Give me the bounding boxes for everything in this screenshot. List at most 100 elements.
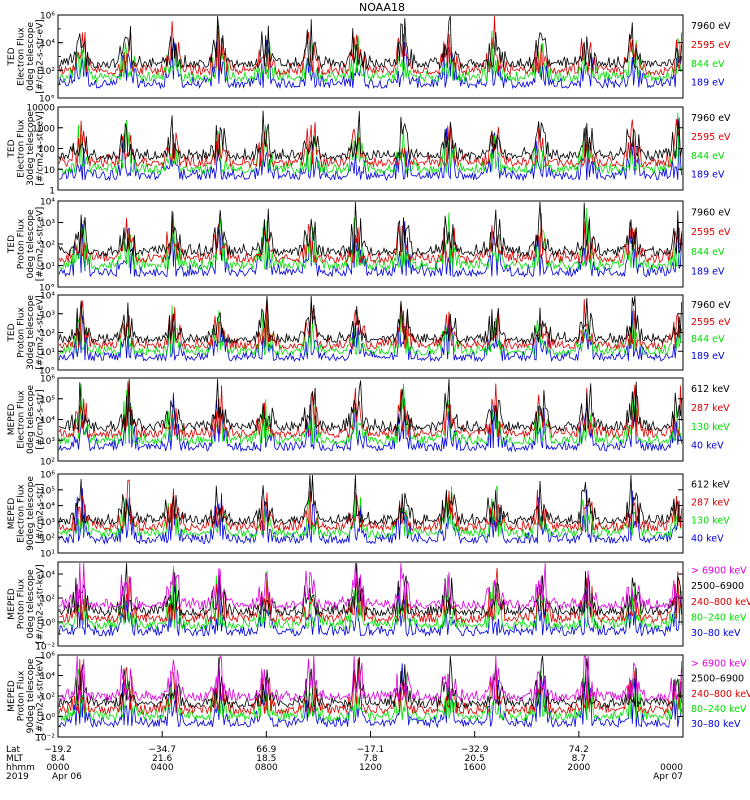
panel-2-ytick-label: 1000 [32,124,55,134]
panel-6-ytick-label: 10⁴ [40,502,55,512]
panel-2-legend-black: 7960 eV [691,113,731,124]
panel-6-legend-blue: 40 keV [691,533,724,544]
xaxis-tick-label: 20.5 [465,754,485,764]
xaxis-tick-label: 66.9 [256,745,276,755]
panel-6-ylabel-line: [#/cm2-s-str] [36,483,46,543]
xaxis-tick-label: −19.2 [44,745,72,755]
panel-5-legend-green: 130 keV [691,422,730,433]
panel-6-legend-red: 287 keV [691,497,730,508]
panel-7-legend-red: 240–800 keV [691,597,750,608]
panel-8-ylabel-line: 90deg telescope [26,658,36,733]
panel-6-ytick-label: 10² [40,534,55,544]
panel-5-ytick-label: 10⁶ [40,375,55,385]
xaxis-tick-label: 8.7 [572,754,586,764]
panel-1-ytick-label: 10² [40,67,55,77]
panel-6-ytick-label: 10⁵ [40,486,55,496]
panel-2-ytick-label: 100 [38,145,55,155]
xaxis-row-label: hhmm [6,763,35,773]
panel-7-ytick-label: 10² [40,595,55,605]
xaxis-tick-label: −34.7 [148,745,176,755]
panel-8-ylabel: MEPED Proton Flux 90deg telescope [#/cm2-s-… [7,656,46,735]
xaxis-tick-label: 8.4 [51,754,66,764]
panel-3-series-black [58,201,683,258]
panel-5-legend-blue: 40 keV [691,441,724,452]
panel-3-ylabel-line: [#/cm2-s-str-eV] [36,207,46,282]
xaxis-tick-label: 0000 [660,763,683,773]
panel-1-series-green [58,25,683,83]
panel-1-ylabel-line: [#/cm2-s-str-eV] [36,19,46,94]
panel-1-legend-red: 2595 eV [691,40,731,51]
panel-3-ytick-label: 10¹ [40,262,55,272]
panel-7-ytick-label: 10⁴ [40,571,55,581]
panel-4-series-red [58,298,683,351]
panel-3-legend-black: 7960 eV [691,208,731,219]
panel-8-ylabel-line: MEPED [7,680,17,712]
panel-2-ylabel-line: 30deg telescope [26,111,36,186]
xaxis-tick-label: 1200 [359,763,382,773]
panel-8-traces [58,654,683,729]
panel-7-series-black [58,562,683,617]
panel-7-frame [57,561,684,647]
panel-2-ytick-label: 1 [49,187,55,197]
panel-8-ylabel-line: Proton Flux [17,670,27,721]
panel-7-legend-black: 2500–6900 [691,581,744,592]
panel-4-ytick-label: 10³ [40,310,55,320]
panel-4-series-blue [58,310,682,363]
xaxis-tick-label: 0400 [151,763,174,773]
panel-3-traces [58,201,683,278]
panel-6-ytick-label: 10¹ [40,550,55,560]
panel-4-series-black [58,295,683,345]
panel-3-ytick-label: 10° [39,284,55,294]
panel-1-series-black [58,15,683,70]
panel-1-series-red [58,15,683,77]
xaxis-row-label: 2019 [6,772,29,782]
panel-7-ytick-label: 10⁻² [35,643,55,653]
panel-6-ytick-label: 10³ [40,518,55,528]
panel-2-ytick-label: 10 [44,166,56,176]
panel-7-ylabel-line: Proton Flux [17,578,27,629]
panel-8-ytick-label: 10⁻² [35,734,55,744]
panel-1-ylabel-line: 0deg telescope [26,22,36,92]
panel-5-traces [58,378,683,453]
panel-3-ylabel-line: Proton Flux [17,218,27,269]
xaxis-row-label: MLT [6,754,24,764]
panel-1-ytick-label: 10⁶ [40,12,55,22]
panel-3-series-red [58,213,683,264]
panel-6-series-black [58,474,683,526]
panel-8-legend-blue: 30–80 keV [691,719,741,730]
panel-6-ylabel-line: Electron Flux [17,484,27,543]
panel-2-traces [58,110,683,182]
panel-5-ytick-label: 10² [40,458,55,468]
panel-7-ytick-label: 10⁰ [40,619,55,629]
panel-2-series-red [58,118,683,169]
panel-4-ylabel-line: 30deg telescope [26,295,36,370]
panel-7-legend-blue: 30–80 keV [691,628,741,639]
panel-8-legend-red: 240–800 keV [691,689,750,700]
panel-5-ylabel-line: MEPED [7,404,17,436]
panel-2-ylabel-line: TED [7,139,17,158]
panel-7-ylabel-line: [#/cm2-s-str-keV] [36,564,46,643]
panel-1-legend-green: 844 eV [691,59,725,70]
panel-6-ytick-label: 10⁶ [40,471,55,481]
panel-5-series-blue [58,392,683,453]
panel-4-ytick-label: 10¹ [40,348,55,358]
panel-8-legend-black: 2500–6900 [691,674,744,685]
panel-8-series-black [58,655,683,709]
panel-5-ytick-label: 10⁵ [40,395,55,405]
panel-6-legend-black: 612 keV [691,479,730,490]
panel-2-legend-red: 2595 eV [691,132,731,143]
panel-1-legend-blue: 189 eV [691,78,725,89]
panel-2-ytick-label: 10000 [26,104,55,114]
xaxis-tick-label: 7.8 [363,754,378,764]
panel-6-traces [58,474,683,545]
panel-1-ylabel-line: Electron Flux [17,27,27,86]
panel-4-ylabel-line: [#/cm2-s-str-eV] [36,295,46,370]
panel-8-ytick-label: 10⁴ [40,672,55,682]
